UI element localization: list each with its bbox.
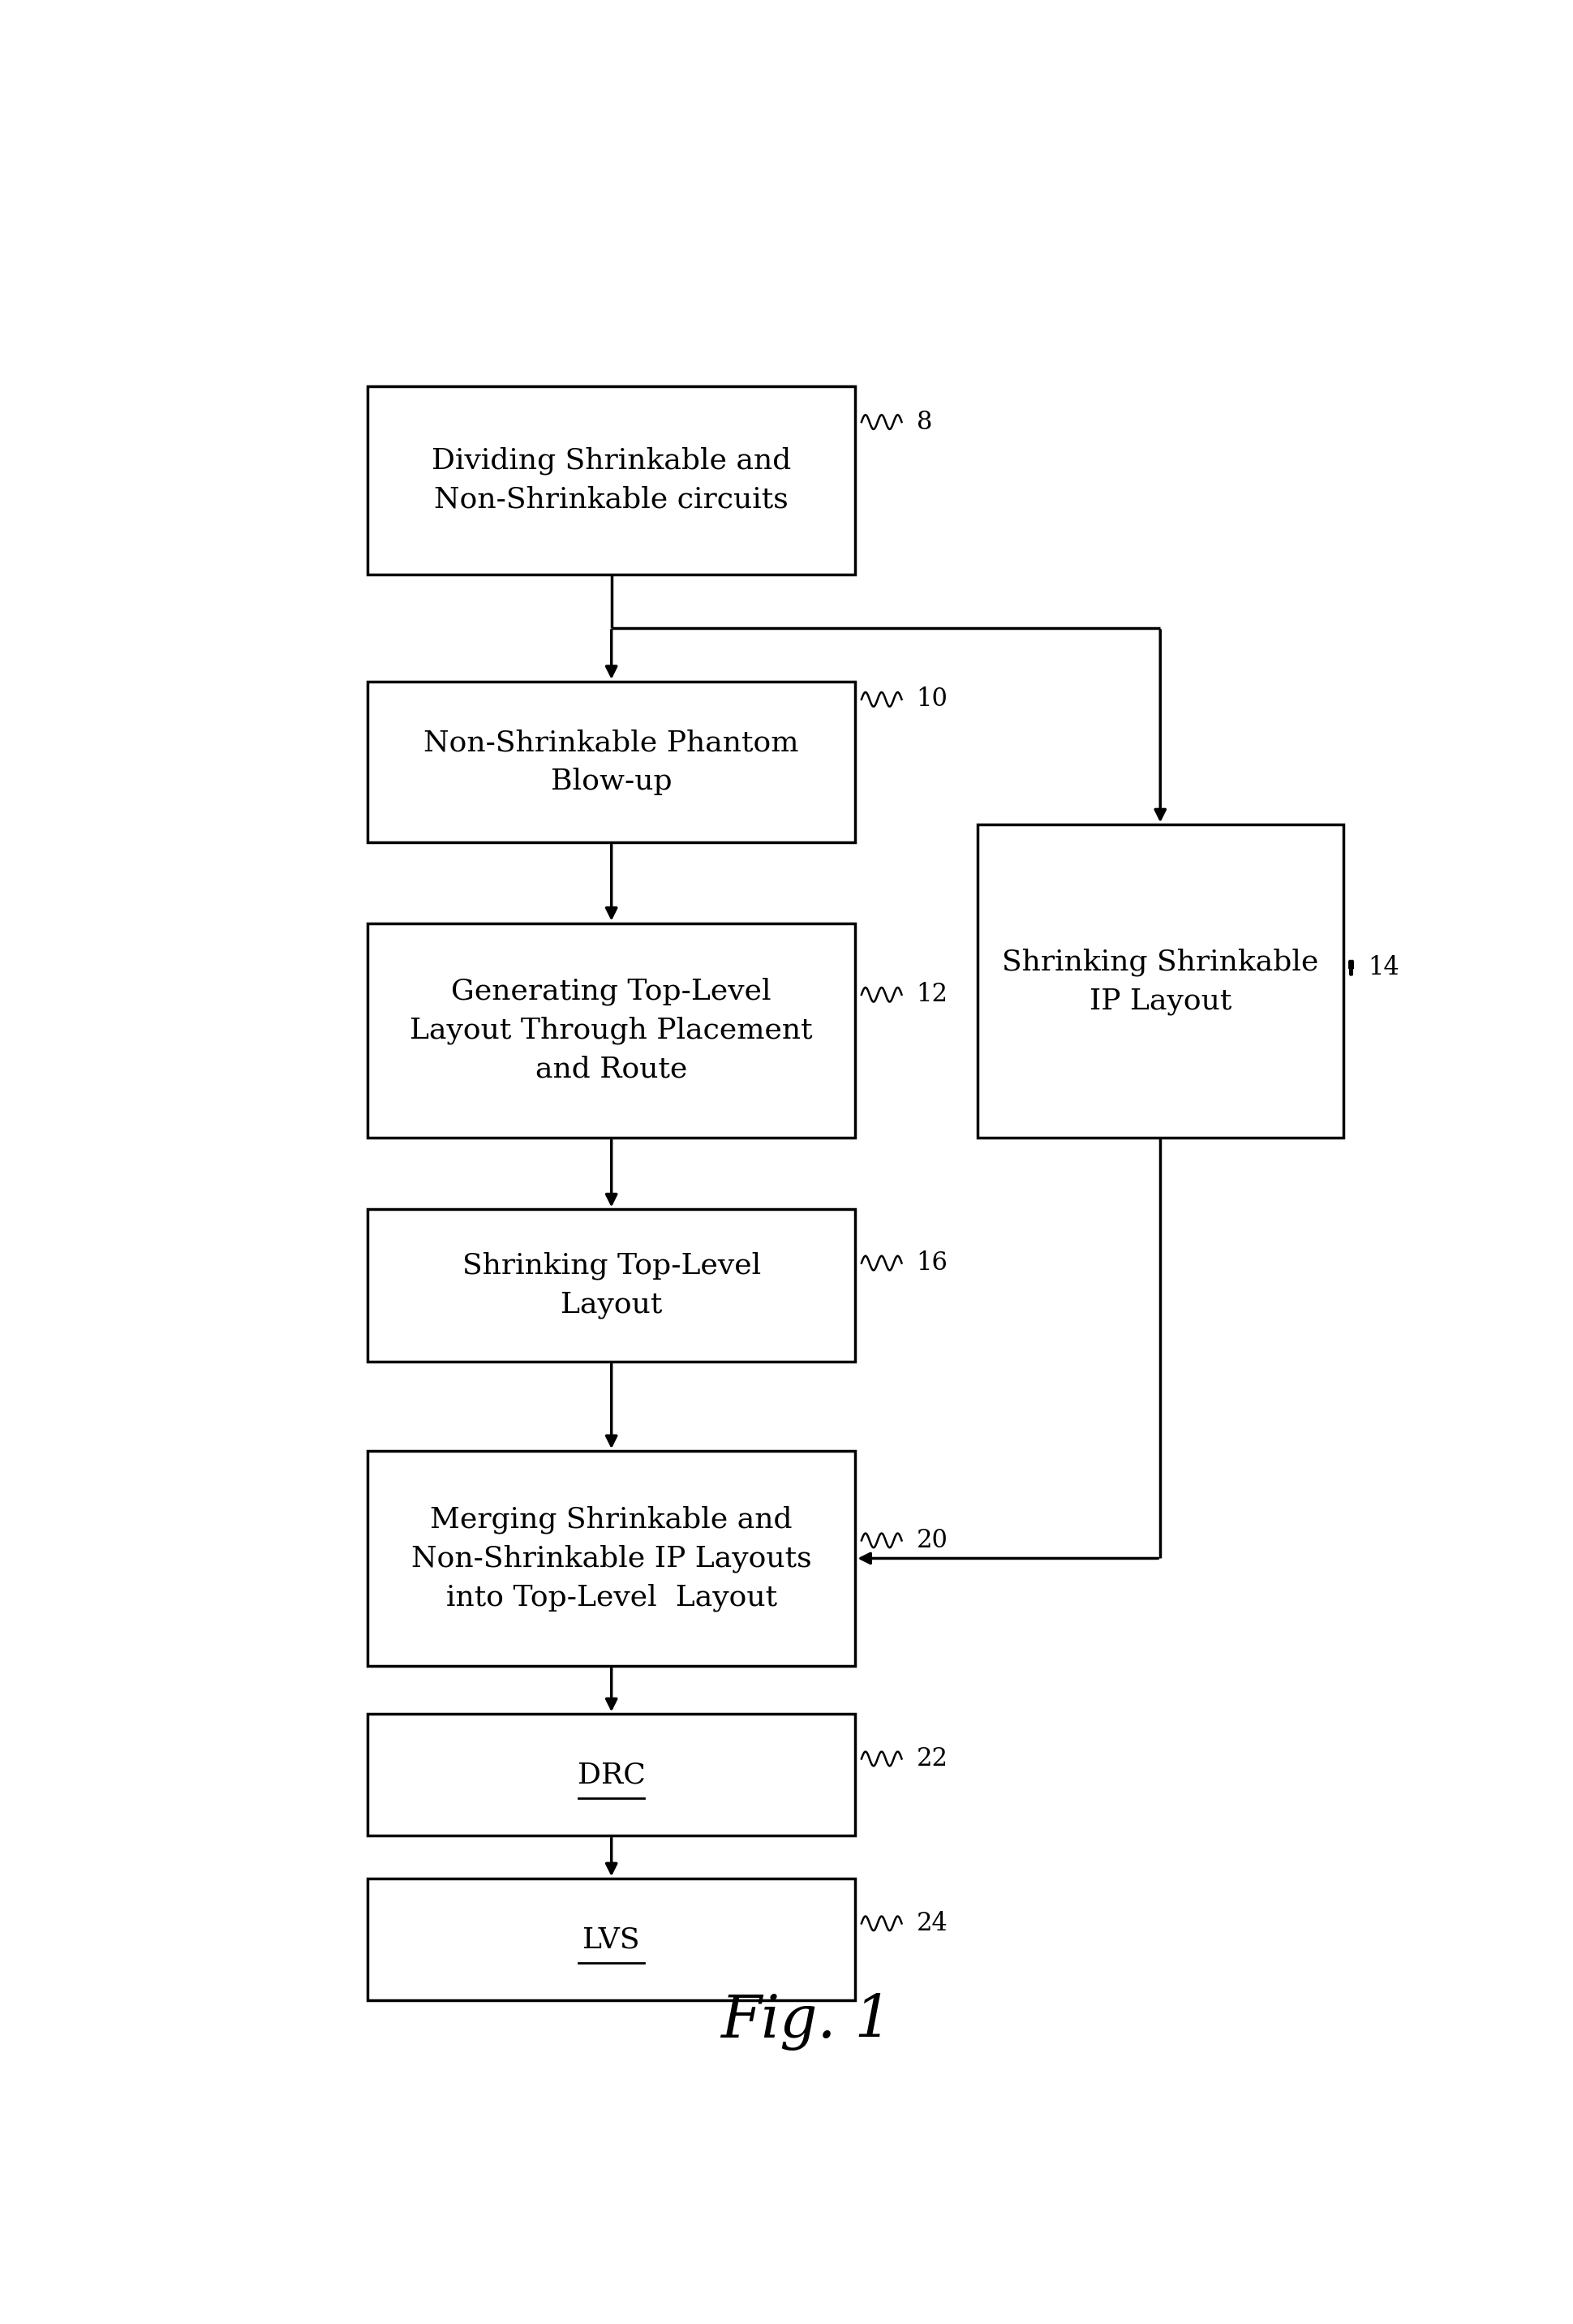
Text: Dividing Shrinkable and
Non-Shrinkable circuits: Dividing Shrinkable and Non-Shrinkable c… — [431, 446, 791, 514]
Text: 20: 20 — [915, 1527, 947, 1552]
Bar — [977, 825, 1342, 1139]
Text: 10: 10 — [915, 688, 947, 711]
Bar — [367, 1878, 856, 2001]
Text: 14: 14 — [1367, 955, 1398, 981]
Text: Shrinking Shrinkable
IP Layout: Shrinking Shrinkable IP Layout — [1002, 948, 1318, 1016]
Text: 12: 12 — [915, 983, 947, 1006]
Text: 22: 22 — [915, 1745, 947, 1771]
Text: Fig. 1: Fig. 1 — [720, 1994, 892, 2050]
Bar — [367, 386, 856, 574]
Bar — [367, 923, 856, 1139]
Bar — [367, 1450, 856, 1666]
Text: 24: 24 — [915, 1910, 947, 1936]
Text: LVS: LVS — [582, 1927, 640, 1952]
Text: DRC: DRC — [577, 1762, 645, 1789]
Text: Shrinking Top-Level
Layout: Shrinking Top-Level Layout — [462, 1253, 760, 1320]
Text: Merging Shrinkable and
Non-Shrinkable IP Layouts
into Top-Level  Layout: Merging Shrinkable and Non-Shrinkable IP… — [411, 1506, 812, 1611]
Text: 16: 16 — [915, 1250, 947, 1276]
Text: Generating Top-Level
Layout Through Placement
and Route: Generating Top-Level Layout Through Plac… — [411, 978, 812, 1083]
Bar — [367, 1208, 856, 1362]
Text: Non-Shrinkable Phantom
Blow-up: Non-Shrinkable Phantom Blow-up — [423, 730, 799, 795]
Bar — [367, 1715, 856, 1836]
Text: 8: 8 — [915, 409, 931, 435]
Bar — [367, 681, 856, 844]
